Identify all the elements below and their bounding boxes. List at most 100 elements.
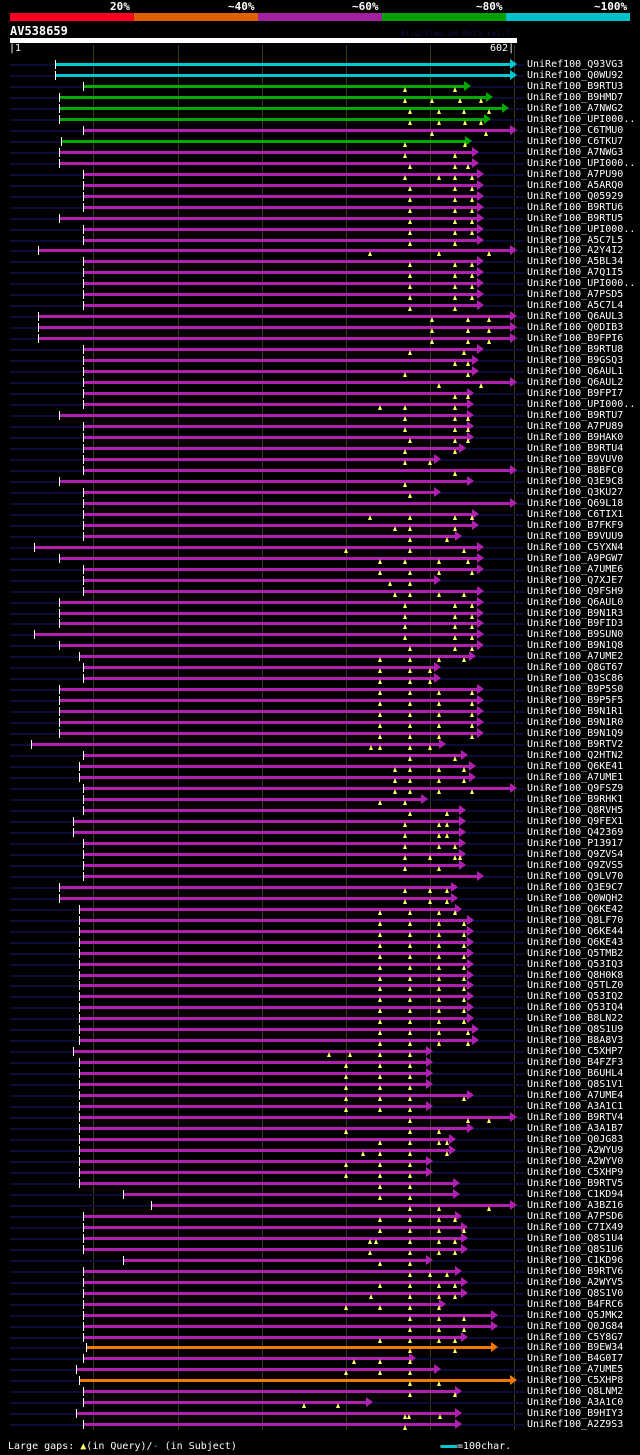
alignment-bar[interactable] xyxy=(79,1127,468,1131)
alignment-row[interactable]: UniRef100_Q93VG3 xyxy=(0,59,640,70)
alignment-bar[interactable] xyxy=(83,1225,462,1229)
alignment-row[interactable]: UniRef100_A3A1C0 xyxy=(0,1397,640,1409)
alignment-row[interactable]: UniRef100_A5ARQ0 xyxy=(0,179,640,191)
alignment-row[interactable]: UniRef100_A3A1B7 xyxy=(0,1123,640,1135)
alignment-bar[interactable] xyxy=(58,556,478,560)
alignment-row[interactable]: UniRef100_B9RTU7 xyxy=(0,410,640,422)
subject-label[interactable]: UniRef100_Q53IQ4 xyxy=(527,1002,624,1014)
alignment-row[interactable]: UniRef100_A5BL34 xyxy=(0,256,640,268)
alignment-bar[interactable] xyxy=(83,381,510,385)
alignment-bar[interactable] xyxy=(79,776,469,780)
subject-label[interactable]: UniRef100_A3A1C1 xyxy=(527,1101,624,1113)
alignment-row[interactable]: UniRef100_A2WYU9 xyxy=(0,1145,640,1157)
alignment-row[interactable]: UniRef100_C5YXN4 xyxy=(0,541,640,553)
alignment-bar[interactable] xyxy=(58,117,484,121)
alignment-bar[interactable] xyxy=(79,1138,450,1142)
alignment-bar[interactable] xyxy=(79,1028,473,1032)
subject-label[interactable]: UniRef100_B9RTU3 xyxy=(527,80,624,92)
alignment-row[interactable]: UniRef100_Q05929 xyxy=(0,190,640,202)
subject-label[interactable]: UniRef100_Q69L18 xyxy=(527,497,624,509)
alignment-row[interactable]: UniRef100_Q5TMB2 xyxy=(0,947,640,959)
alignment-row[interactable]: UniRef100_A7NWG3 xyxy=(0,146,640,158)
alignment-row[interactable]: UniRef100_B9RTU8 xyxy=(0,344,640,356)
subject-label[interactable]: UniRef100_B9N1Q9 xyxy=(527,728,624,740)
subject-label[interactable]: UniRef100_Q8S1V1 xyxy=(527,1079,624,1091)
alignment-bar[interactable] xyxy=(54,73,510,77)
alignment-bar[interactable] xyxy=(58,622,478,626)
subject-label[interactable]: UniRef100_B9GSQ3 xyxy=(527,355,624,367)
alignment-bar[interactable] xyxy=(58,479,468,483)
alignment-row[interactable]: UniRef100_Q0WQH2 xyxy=(0,892,640,904)
alignment-row[interactable]: UniRef100_A7Q1I5 xyxy=(0,267,640,279)
alignment-row[interactable]: UniRef100_Q53IQ4 xyxy=(0,1002,640,1014)
alignment-bar[interactable] xyxy=(79,1006,468,1010)
subject-label[interactable]: UniRef100_A7PSD5 xyxy=(527,289,624,301)
alignment-bar[interactable] xyxy=(58,688,478,692)
subject-label[interactable]: UniRef100_A7UME2 xyxy=(527,651,624,663)
alignment-row[interactable]: UniRef100_C5Y8G7 xyxy=(0,1331,640,1343)
alignment-bar[interactable] xyxy=(83,1280,462,1284)
alignment-row[interactable]: UniRef100_C6TIX1 xyxy=(0,508,640,520)
alignment-bar[interactable] xyxy=(83,227,478,231)
subject-label[interactable]: UniRef100_B9RTU5 xyxy=(527,212,624,224)
alignment-row[interactable]: UniRef100_A2Z9S3 xyxy=(0,1419,640,1431)
alignment-row[interactable]: UniRef100_B9VUU9 xyxy=(0,530,640,542)
alignment-bar[interactable] xyxy=(83,293,478,297)
alignment-bar[interactable] xyxy=(83,1247,462,1251)
alignment-bar[interactable] xyxy=(58,95,486,99)
alignment-row[interactable]: UniRef100_B7FKF9 xyxy=(0,519,640,531)
alignment-row[interactable]: UniRef100_B9RTV6 xyxy=(0,1265,640,1277)
alignment-bar[interactable] xyxy=(79,1116,510,1120)
alignment-bar[interactable] xyxy=(73,819,459,823)
alignment-bar[interactable] xyxy=(79,1072,426,1076)
subject-label[interactable]: UniRef100_Q6KE41 xyxy=(527,761,624,773)
alignment-bar[interactable] xyxy=(37,337,510,341)
alignment-row[interactable]: UniRef100_B4G0I7 xyxy=(0,1353,640,1365)
subject-label[interactable]: UniRef100_B8LN22 xyxy=(527,1013,624,1025)
subject-label[interactable]: UniRef100_A2WYU9 xyxy=(527,1145,624,1157)
alignment-row[interactable]: UniRef100_A2WYV5 xyxy=(0,1276,640,1288)
alignment-bar[interactable] xyxy=(37,326,510,330)
alignment-bar[interactable] xyxy=(79,1379,510,1383)
subject-label[interactable]: UniRef100_B9RTU6 xyxy=(527,201,624,213)
alignment-row[interactable]: UniRef100_Q7XJE7 xyxy=(0,574,640,586)
alignment-row[interactable]: UniRef100_B8BFC0 xyxy=(0,464,640,476)
alignment-row[interactable]: UniRef100_A7UME4 xyxy=(0,1090,640,1102)
alignment-bar[interactable] xyxy=(79,1083,426,1087)
alignment-row[interactable]: UniRef100_B9P5S0 xyxy=(0,684,640,696)
subject-label[interactable]: UniRef100_Q9ZVS5 xyxy=(527,859,624,871)
alignment-bar[interactable] xyxy=(58,414,468,418)
alignment-row[interactable]: UniRef100_B9HIY3 xyxy=(0,1408,640,1420)
subject-label[interactable]: UniRef100_A7UME1 xyxy=(527,772,624,784)
alignment-row[interactable]: UniRef100_A7PU89 xyxy=(0,421,640,432)
subject-label[interactable]: UniRef100_B9N1R3 xyxy=(527,607,624,619)
alignment-row[interactable]: UniRef100_Q0JG83 xyxy=(0,1134,640,1146)
subject-label[interactable]: UniRef100_Q3KU27 xyxy=(527,486,624,498)
alignment-bar[interactable] xyxy=(83,172,478,176)
subject-label[interactable]: UniRef100_Q3E9C7 xyxy=(527,881,624,893)
subject-label[interactable]: UniRef100_B9SUN0 xyxy=(527,629,624,641)
alignment-row[interactable]: UniRef100_A3BZ16 xyxy=(0,1199,640,1211)
alignment-row[interactable]: UniRef100_B9GSQ3 xyxy=(0,355,640,367)
alignment-row[interactable]: UniRef100_UPI000.. xyxy=(0,223,640,235)
subject-label[interactable]: UniRef100_A7NWG3 xyxy=(527,146,624,158)
alignment-bar[interactable] xyxy=(83,468,510,472)
alignment-row[interactable]: UniRef100_Q9FSH9 xyxy=(0,585,640,597)
subject-label[interactable]: UniRef100_B9RHK1 xyxy=(527,793,624,805)
subject-label[interactable]: UniRef100_P13917 xyxy=(527,837,624,849)
alignment-bar[interactable] xyxy=(83,490,435,494)
subject-label[interactable]: UniRef100_Q0JG84 xyxy=(527,1320,624,1332)
subject-label[interactable]: UniRef100_B9RTV4 xyxy=(527,1112,624,1124)
alignment-row[interactable]: UniRef100_UPI000.. xyxy=(0,278,640,290)
subject-label[interactable]: UniRef100_B9VUU9 xyxy=(527,530,624,542)
alignment-bar[interactable] xyxy=(58,721,478,725)
alignment-row[interactable]: UniRef100_Q8RVH5 xyxy=(0,804,640,816)
subject-label[interactable]: UniRef100_A5C7L4 xyxy=(527,300,624,312)
alignment-bar[interactable] xyxy=(83,1401,367,1405)
alignment-bar[interactable] xyxy=(79,962,468,966)
subject-label[interactable]: UniRef100_A7UME6 xyxy=(527,563,624,575)
subject-label[interactable]: UniRef100_Q8GT67 xyxy=(527,662,624,674)
subject-label[interactable]: UniRef100_C6TIX1 xyxy=(527,508,624,520)
alignment-bar[interactable] xyxy=(79,655,469,659)
subject-label[interactable]: UniRef100_A7UME4 xyxy=(527,1090,624,1102)
